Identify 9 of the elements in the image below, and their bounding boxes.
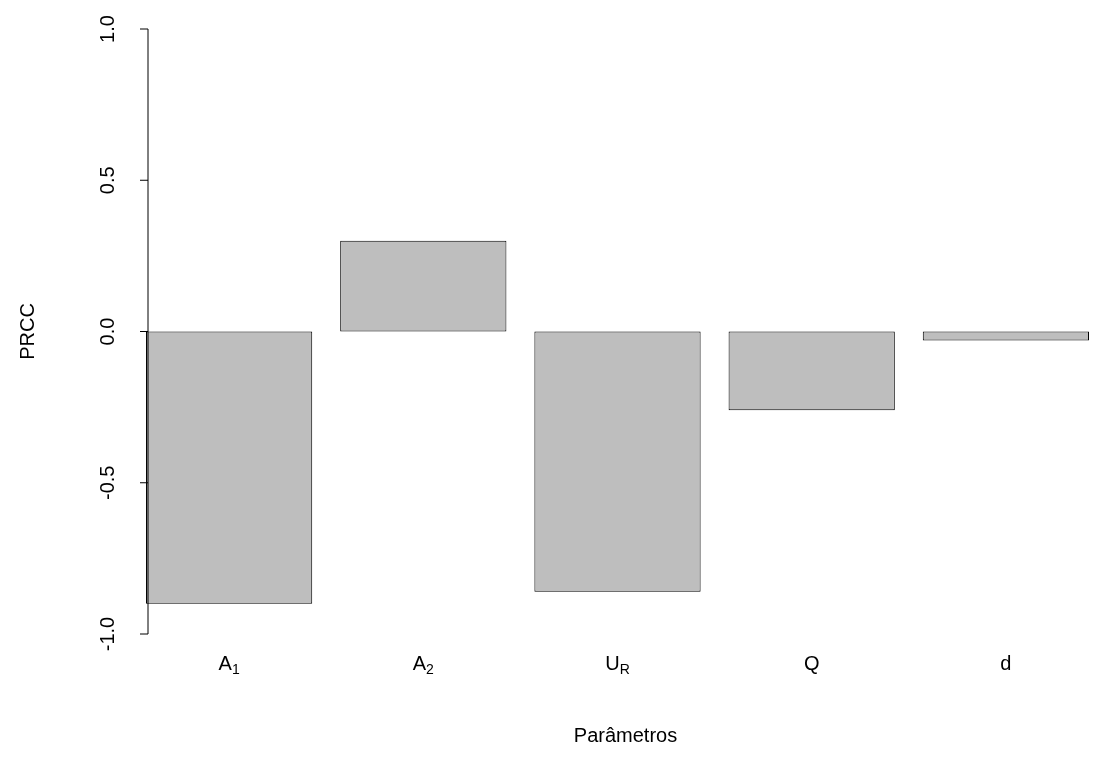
y-tick-label: 0.0 — [95, 317, 118, 346]
y-tick-label: 1.0 — [95, 15, 118, 43]
y-tick-label: -0.5 — [95, 465, 118, 500]
x-axis-title: Parâmetros — [573, 723, 678, 746]
x-tick-label: d — [1000, 651, 1012, 674]
y-axis-title: PRCC — [15, 303, 38, 360]
y-tick-label: 0.5 — [95, 166, 118, 195]
y-tick-label: -1.0 — [95, 616, 118, 652]
x-tick-label: Q — [803, 651, 820, 674]
